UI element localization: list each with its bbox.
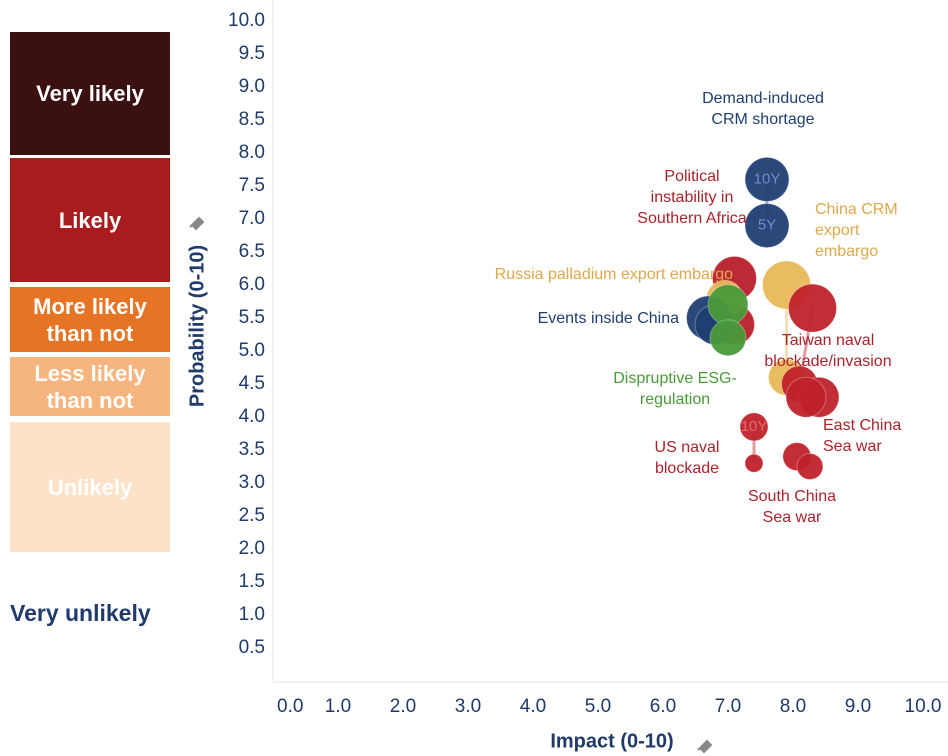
pin-icon <box>189 216 205 231</box>
point-label: 10Y <box>754 170 781 187</box>
y-tick-label: 9.5 <box>239 43 265 64</box>
series-label: US naval blockade <box>654 439 720 477</box>
y-tick-label: 2.5 <box>239 505 265 526</box>
point-label: 10Y <box>741 418 768 435</box>
x-tick-label: 6.0 <box>650 696 676 717</box>
bubble <box>744 203 790 249</box>
y-tick-label: 9.0 <box>239 76 265 97</box>
x-tick-label: 2.0 <box>390 696 416 717</box>
y-tick-label: 0.5 <box>239 637 265 658</box>
bubble <box>788 283 837 333</box>
series-label: East China Sea war <box>823 417 902 455</box>
y-tick-label: 7.0 <box>239 208 265 229</box>
x-axis-label: Impact (0-10) <box>550 730 673 752</box>
y-tick-label: 3.5 <box>239 439 265 460</box>
likelihood-4: Unlikely <box>10 422 170 552</box>
y-tick-label: 7.5 <box>239 175 265 196</box>
x-tick-label: 5.0 <box>585 696 611 717</box>
bubbles: 10Y 5Y 10Y <box>686 156 840 480</box>
likelihood-3: Less likely than not <box>10 357 170 416</box>
series-label: China CRM export embargo <box>815 201 898 260</box>
y-axis-label: Probability (0-10) <box>186 245 208 407</box>
bubble <box>707 284 749 326</box>
series-label: Demand-induced CRM shortage <box>702 90 824 128</box>
y-tick-label: 1.0 <box>239 604 265 625</box>
y-tick-label: 6.5 <box>239 241 265 262</box>
x-tick-label: 3.0 <box>455 696 481 717</box>
bubble <box>739 412 769 442</box>
x-tick-label: 10.0 <box>905 696 942 717</box>
series-label: Dispruptive ESG-regulation <box>613 370 737 408</box>
bubble <box>796 453 824 480</box>
point-label: 5Y <box>758 217 776 234</box>
y-tick-label: 5.0 <box>239 340 265 361</box>
y-tick-label: 3.0 <box>239 472 265 493</box>
likelihood-0: Very likely <box>10 32 170 155</box>
series-label: Events inside China <box>537 310 679 327</box>
y-tick-label: 6.0 <box>239 274 265 295</box>
x-tick-label: 4.0 <box>520 696 546 717</box>
bubble <box>709 319 747 357</box>
likelihood-5: Very unlikely <box>10 599 151 626</box>
y-tick-label: 4.0 <box>239 406 265 427</box>
bubble <box>785 376 827 418</box>
series-label: Political instability in Southern Africa <box>637 168 747 227</box>
y-tick-label: 10.0 <box>228 10 265 31</box>
y-tick-label: 8.5 <box>239 109 265 130</box>
y-tick-label: 1.5 <box>239 571 265 592</box>
bubble <box>744 453 764 473</box>
y-tick-label: 5.5 <box>239 307 265 328</box>
bubble <box>744 156 790 202</box>
series-label: Russia palladium export embargo <box>494 266 733 283</box>
x-tick-label: 0.0 <box>277 696 303 717</box>
y-tick-label: 8.0 <box>239 142 265 163</box>
y-tick-label: 2.0 <box>239 538 265 559</box>
pin-icon <box>697 739 713 754</box>
y-tick-label: 4.5 <box>239 373 265 394</box>
likelihood-2: More likely than not <box>10 287 170 352</box>
x-tick-label: 8.0 <box>780 696 806 717</box>
x-tick-label: 7.0 <box>715 696 741 717</box>
x-tick-label: 9.0 <box>845 696 871 717</box>
likelihood-1: Likely <box>10 158 170 282</box>
series-label: South China Sea war <box>747 488 837 526</box>
series-label: Taiwan naval blockade/invasion <box>764 332 892 370</box>
x-tick-label: 1.0 <box>325 696 351 717</box>
